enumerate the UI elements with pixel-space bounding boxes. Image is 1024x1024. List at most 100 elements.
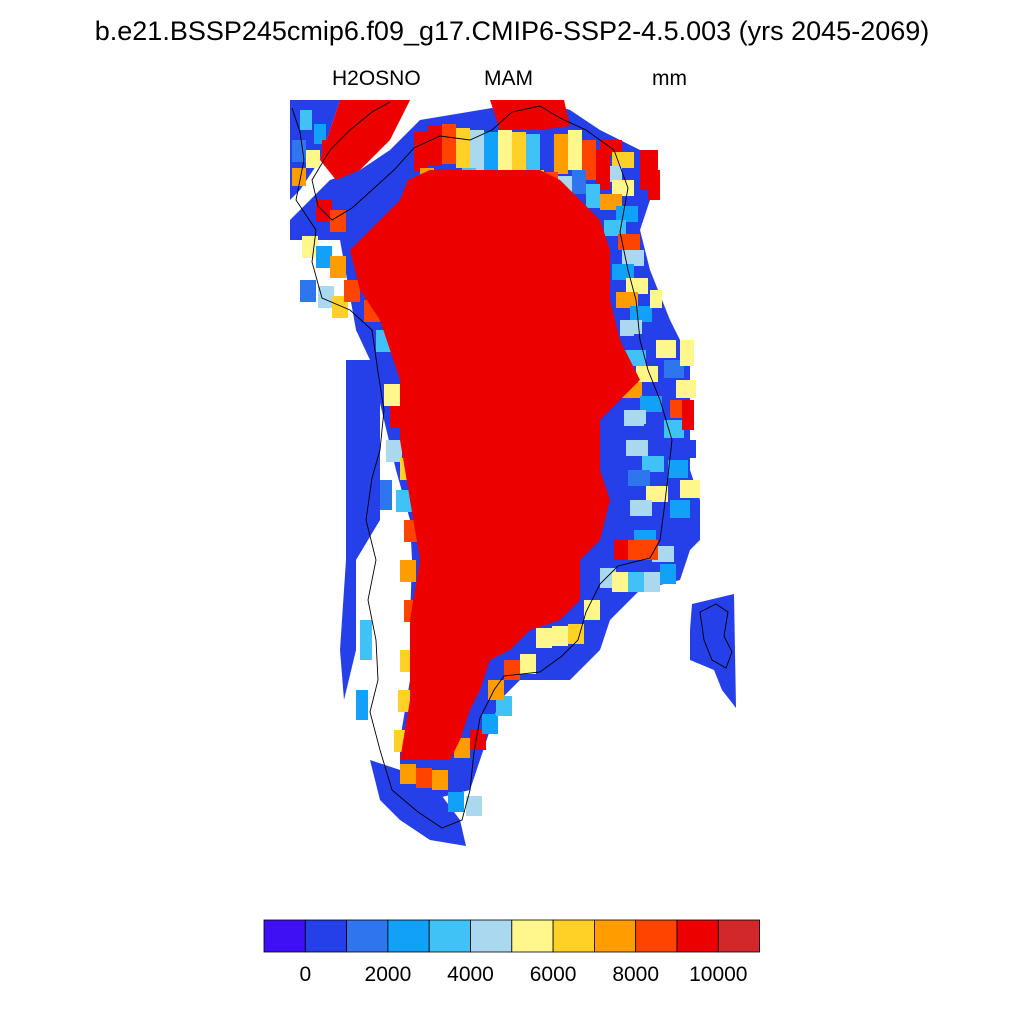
east-margin-cell xyxy=(642,456,664,472)
colorbar-swatch xyxy=(346,919,389,953)
colorbar-tick-label: 4000 xyxy=(447,963,494,986)
colorbar-tick-label: 6000 xyxy=(530,963,577,986)
north-rim-cell xyxy=(586,184,600,208)
map-cell xyxy=(300,110,312,130)
map-cell xyxy=(360,620,372,660)
east-margin-cell xyxy=(616,292,638,308)
west-margin-cell xyxy=(302,236,318,258)
colorbar-swatch xyxy=(676,919,719,953)
east-margin-cell xyxy=(612,264,634,280)
north-rim-cell xyxy=(428,126,442,166)
map-cell xyxy=(314,124,326,144)
east-margin-cell xyxy=(628,470,650,486)
map-cell xyxy=(380,480,392,510)
east-margin-cell xyxy=(676,380,696,398)
west-margin-cell xyxy=(300,280,316,302)
north-rim-cell xyxy=(568,130,582,170)
east-margin-cell xyxy=(622,250,644,266)
colorbar-tick-label: 8000 xyxy=(612,963,659,986)
south-margin-cell xyxy=(466,796,482,816)
south-margin-cell xyxy=(584,600,600,620)
east-margin-cell xyxy=(626,440,648,456)
colorbar-tick-label: 2000 xyxy=(365,963,412,986)
map-cell xyxy=(650,290,662,308)
variable-label: H2OSNO xyxy=(332,67,421,90)
south-margin-cell xyxy=(628,540,644,560)
south-margin-cell xyxy=(642,540,658,560)
map-cell xyxy=(356,690,368,720)
colorbar-swatch xyxy=(552,919,595,953)
north-rim-cell xyxy=(442,124,456,164)
east-margin-cell xyxy=(630,500,652,516)
colorbar-swatch xyxy=(387,919,430,953)
colorbar-tick-label: 0 xyxy=(299,963,311,986)
north-rim-cell xyxy=(512,132,526,172)
west-margin-cell xyxy=(330,210,346,232)
colorbar-swatch xyxy=(594,919,637,953)
map-cell xyxy=(292,168,306,186)
west-margin-cell xyxy=(344,280,360,302)
west-margin-cell xyxy=(384,384,400,406)
interior-ice-sheet xyxy=(350,170,640,760)
colorbar-swatch xyxy=(428,919,471,953)
east-margin-cell xyxy=(644,424,666,440)
north-rim-cell xyxy=(456,128,470,168)
east-margin-cell xyxy=(668,460,688,478)
north-rim-cell xyxy=(540,130,554,170)
map-region xyxy=(380,100,410,130)
map-cell xyxy=(680,340,694,366)
south-margin-cell xyxy=(552,626,568,646)
map-cell xyxy=(682,400,694,430)
east-margin-cell xyxy=(618,234,640,250)
island-coastline xyxy=(699,603,733,669)
west-margin-cell xyxy=(316,246,332,268)
colorbar-swatch xyxy=(304,919,347,953)
north-red-cap xyxy=(490,100,570,130)
north-rim-cell xyxy=(572,170,586,194)
east-margin-cell xyxy=(670,500,690,518)
east-margin-cell xyxy=(664,420,684,438)
north-rim-cell xyxy=(554,134,568,174)
map-cell xyxy=(306,150,320,168)
south-margin-cell xyxy=(628,572,644,592)
south-margin-cell xyxy=(536,628,552,648)
east-margin-cell xyxy=(630,306,652,322)
east-margin-cell xyxy=(624,410,646,426)
north-rim-cell xyxy=(470,130,484,170)
south-margin-cell xyxy=(520,654,536,674)
colorbar-tick-label: 10000 xyxy=(689,963,747,986)
north-rim-cell xyxy=(498,130,512,170)
south-margin-cell xyxy=(644,572,660,592)
west-margin-cell xyxy=(396,490,412,512)
south-margin-cell xyxy=(496,696,512,716)
east-margin-cell xyxy=(612,180,634,196)
colorbar-swatch xyxy=(263,919,306,953)
map-cell xyxy=(648,170,660,200)
season-label: MAM xyxy=(484,67,533,90)
south-margin-cell xyxy=(470,730,486,750)
units-label: mm xyxy=(652,67,687,90)
coastline xyxy=(291,101,673,829)
north-rim-cell xyxy=(414,132,428,172)
south-margin-cell xyxy=(416,768,432,788)
west-margin-cell xyxy=(400,560,416,582)
east-margin-cell xyxy=(612,152,634,168)
north-rim-cell xyxy=(484,132,498,172)
east-margin-cell xyxy=(620,320,642,336)
north-rim-cell xyxy=(526,134,540,174)
south-margin-cell xyxy=(432,770,448,790)
south-margin-cell xyxy=(660,564,676,584)
colorbar-swatch xyxy=(635,919,678,953)
east-margin-cell xyxy=(646,486,668,502)
map-cell xyxy=(292,140,306,162)
east-margin-cell xyxy=(676,440,696,458)
west-margin-cell xyxy=(318,286,334,308)
west-margin-cell xyxy=(330,256,346,278)
south-tip xyxy=(370,760,466,846)
colorbar-swatch xyxy=(470,919,513,953)
south-margin-cell xyxy=(400,764,416,784)
west-margin-cell xyxy=(386,440,402,462)
west-margin-cell xyxy=(372,356,388,378)
